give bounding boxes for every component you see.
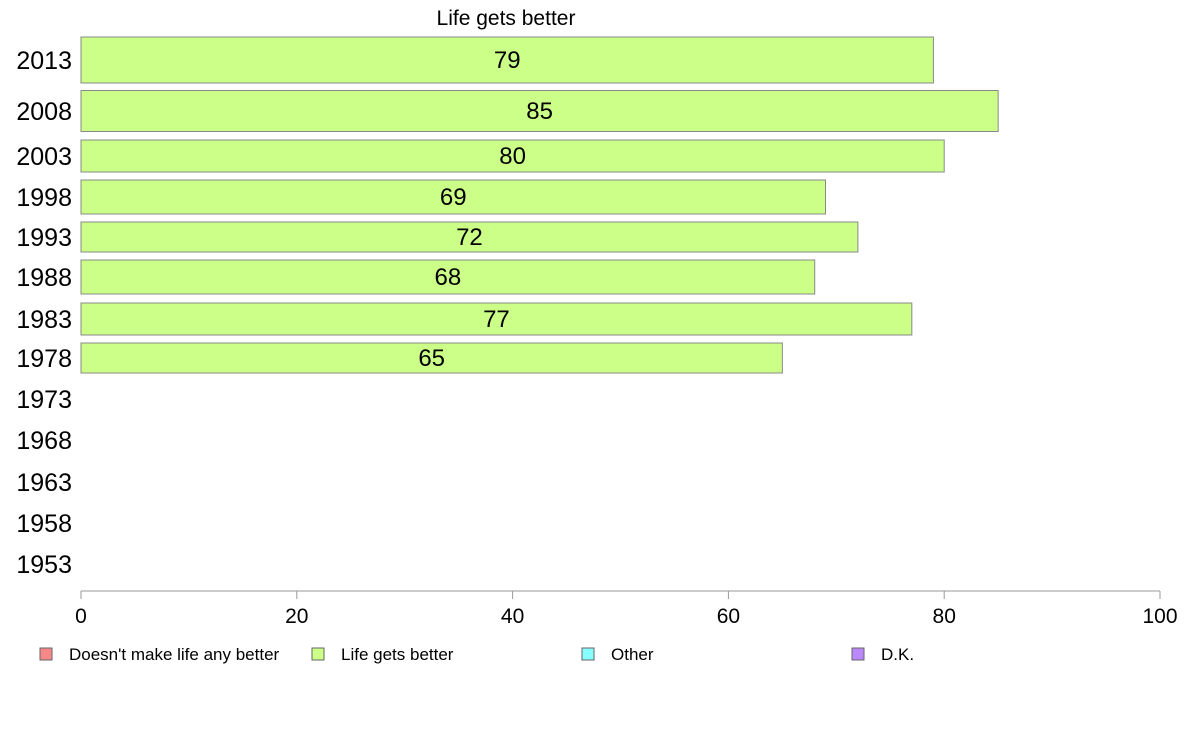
bar	[80, 259, 816, 295]
y-tick-label: 1958	[16, 510, 72, 538]
y-tick-label: 1968	[16, 427, 72, 455]
bar	[80, 179, 827, 215]
y-tick-label: 1973	[16, 386, 72, 414]
legend-label: Other	[611, 645, 654, 664]
bar	[80, 302, 913, 336]
legend-swatch	[581, 647, 595, 661]
x-tick-label: 60	[717, 605, 740, 628]
y-axis: 2013 2008 2003 1998 1993 1988 1983 1978 1973 1968…	[16, 47, 72, 579]
x-tick-label: 100	[1142, 605, 1177, 628]
bar-value-label: 72	[456, 224, 483, 251]
bar-value-label: 79	[494, 47, 521, 74]
chart-title: Life gets better	[437, 7, 576, 30]
legend-swatch	[311, 647, 325, 661]
y-tick-label: 1993	[16, 224, 72, 252]
bar-value-label: 68	[435, 264, 462, 291]
bar-value-label: 85	[526, 98, 553, 125]
legend-swatch	[851, 647, 865, 661]
bar	[80, 90, 999, 132]
y-tick-label: 2003	[16, 143, 72, 171]
y-tick-label: 2013	[16, 47, 72, 75]
y-tick-label: 1978	[16, 345, 72, 373]
x-axis: 0 20 40 60 80 100	[75, 590, 1178, 628]
bar-value-label: 65	[418, 345, 445, 372]
bar-value-label: 77	[483, 306, 510, 333]
x-tick-label: 20	[285, 605, 308, 628]
y-tick-label: 1983	[16, 306, 72, 334]
bar	[80, 139, 945, 173]
bar	[80, 221, 859, 253]
y-tick-label: 1963	[16, 469, 72, 497]
bar	[80, 342, 783, 374]
y-tick-label: 1998	[16, 184, 72, 212]
legend-label: D.K.	[881, 645, 914, 664]
legend-label: Doesn't make life any better	[69, 645, 280, 664]
bar-value-label: 69	[440, 184, 467, 211]
bar	[80, 36, 934, 84]
x-tick-label: 80	[933, 605, 956, 628]
x-tick-label: 40	[501, 605, 524, 628]
legend: Doesn't make life any better Life gets be…	[39, 645, 914, 664]
y-tick-label: 1953	[16, 551, 72, 579]
y-tick-label: 2008	[16, 98, 72, 126]
x-tick-label: 0	[75, 605, 87, 628]
bar-value-label: 80	[499, 143, 526, 170]
y-tick-label: 1988	[16, 264, 72, 292]
legend-swatch	[39, 647, 53, 661]
legend-label: Life gets better	[341, 645, 454, 664]
